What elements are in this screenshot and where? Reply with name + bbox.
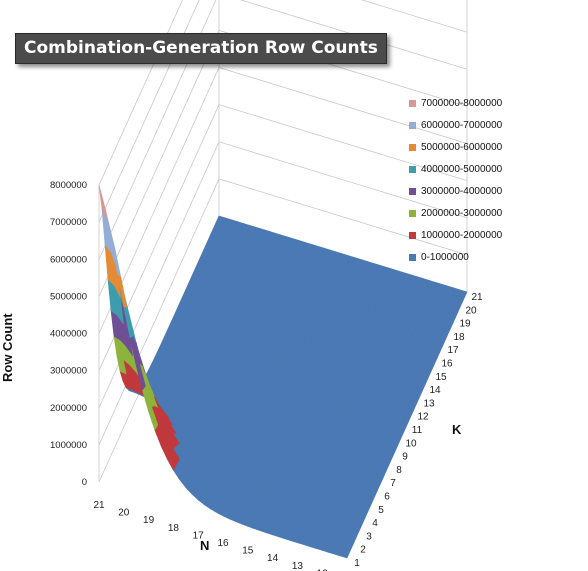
chart-title: Combination-Generation Row Counts — [15, 33, 387, 64]
k-tick-label: 14 — [429, 385, 441, 396]
legend-label: 3000000-4000000 — [421, 185, 503, 197]
legend-item: 7000000-8000000 — [409, 92, 529, 114]
legend-item: 4000000-5000000 — [409, 158, 529, 180]
y-tick-label: 4000000 — [50, 329, 87, 340]
y-tick-label: 7000000 — [50, 217, 87, 228]
k-tick-label: 19 — [459, 319, 471, 330]
n-tick-label: 13 — [292, 561, 304, 571]
legend-label: 0-1000000 — [421, 252, 469, 264]
k-tick-label: 5 — [378, 505, 384, 516]
legend-label: 6000000-7000000 — [421, 119, 503, 131]
n-axis-title: N — [200, 538, 210, 553]
gridline-8000000 — [98, 0, 183, 186]
k-tick-label: 2 — [360, 545, 366, 556]
n-tick-label: 18 — [168, 523, 180, 534]
k-tick-label: 9 — [402, 452, 408, 463]
chart-legend: 7000000-8000000 6000000-7000000 5000000-60… — [409, 92, 529, 269]
k-axis-title: K — [452, 422, 462, 437]
k-tick-label: 15 — [435, 372, 447, 383]
k-tick-label: 8 — [396, 465, 402, 476]
y-tick-label: 2000000 — [50, 403, 87, 414]
y-tick-label: 6000000 — [50, 254, 87, 265]
k-tick-label: 1 — [354, 558, 360, 569]
legend-item: 3000000-4000000 — [409, 180, 529, 202]
legend-label: 1000000-2000000 — [421, 230, 503, 242]
legend-label: 5000000-6000000 — [421, 141, 503, 153]
gridline-7000000 — [98, 0, 468, 223]
legend-swatch — [409, 165, 416, 173]
y-tick-label: 8000000 — [50, 180, 87, 191]
y-tick-label: 1000000 — [50, 440, 87, 451]
k-tick-label: 10 — [405, 438, 417, 449]
k-tick-label: 16 — [441, 359, 453, 370]
k-tick-label: 12 — [417, 412, 429, 423]
k-tick-label: 13 — [423, 398, 435, 409]
legend-item: 1000000-2000000 — [409, 225, 529, 247]
n-axis-ticks: 2120191817161514131211 — [93, 500, 329, 571]
legend-swatch — [409, 187, 416, 195]
legend-swatch — [409, 232, 416, 240]
legend-item: 6000000-7000000 — [409, 114, 529, 136]
legend-swatch — [409, 210, 416, 218]
k-tick-label: 21 — [471, 292, 483, 303]
legend-swatch — [409, 121, 416, 129]
legend-item: 0-1000000 — [409, 247, 529, 269]
legend-label: 7000000-8000000 — [421, 97, 503, 109]
n-tick-label: 12 — [317, 568, 329, 571]
legend-swatch — [409, 99, 416, 107]
k-tick-label: 11 — [412, 425, 423, 436]
k-tick-label: 18 — [453, 332, 465, 343]
n-tick-label: 14 — [267, 553, 279, 564]
n-tick-label: 15 — [242, 546, 254, 557]
y-tick-label: 5000000 — [50, 291, 87, 302]
legend-item: 5000000-6000000 — [409, 136, 529, 158]
legend-swatch — [409, 143, 416, 151]
k-tick-label: 3 — [366, 531, 372, 542]
k-tick-label: 6 — [384, 492, 390, 503]
k-tick-label: 4 — [372, 518, 378, 529]
legend-label: 4000000-5000000 — [421, 163, 503, 175]
y-tick-label: 0 — [82, 477, 87, 488]
y-axis-ticks: 0 1000000 2000000 3000000 4000000 5000000 6000… — [50, 180, 87, 488]
n-tick-label: 21 — [93, 500, 105, 511]
n-tick-label: 16 — [217, 538, 229, 549]
chart-surface-body — [98, 184, 468, 559]
legend-label: 2000000-3000000 — [421, 208, 503, 220]
n-tick-label: 17 — [193, 530, 205, 541]
surface-cell — [98, 184, 109, 222]
k-tick-label: 20 — [465, 305, 477, 316]
y-tick-label: 3000000 — [50, 366, 87, 377]
legend-item: 2000000-3000000 — [409, 202, 529, 224]
n-tick-label: 19 — [143, 515, 155, 526]
legend-swatch — [409, 254, 416, 262]
k-tick-label: 17 — [447, 345, 459, 356]
k-tick-label: 7 — [390, 478, 396, 489]
y-axis-title: Row Count — [0, 313, 15, 382]
n-tick-label: 20 — [118, 508, 130, 519]
